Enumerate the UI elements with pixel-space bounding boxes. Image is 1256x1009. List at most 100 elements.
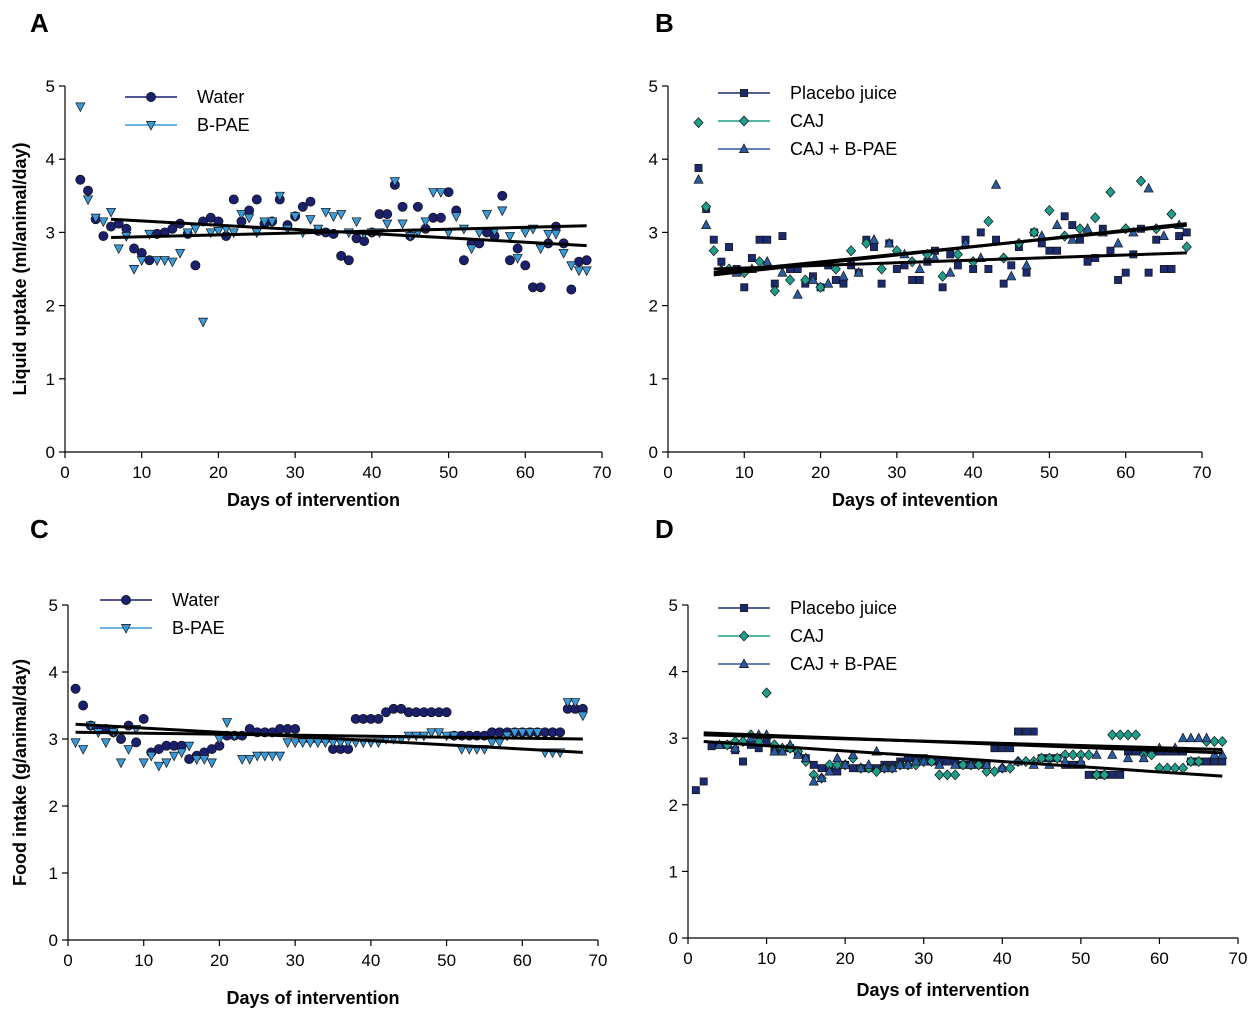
x-tick-label: 20 [811, 463, 830, 482]
data-point [953, 261, 962, 270]
data-point [747, 254, 756, 262]
data-point [1114, 276, 1123, 284]
data-point [128, 265, 140, 275]
x-tick-label: 20 [836, 949, 855, 968]
data-point [887, 762, 898, 773]
data-point [1130, 729, 1141, 741]
x-tick-label: 40 [964, 463, 983, 482]
data-point [237, 755, 248, 765]
x-tick-label: 40 [993, 949, 1012, 968]
data-point [182, 228, 193, 239]
data-point [1082, 222, 1093, 233]
data-point [297, 201, 308, 212]
data-point [1090, 212, 1101, 224]
x-tick-label: 50 [1040, 463, 1059, 482]
trend-line [703, 740, 1223, 778]
data-point [1209, 749, 1220, 759]
x-tick-label: 10 [132, 463, 151, 482]
legend-marker [146, 92, 156, 102]
data-point [693, 117, 704, 129]
data-point [443, 187, 454, 198]
data-point [816, 772, 827, 783]
trend-line [713, 223, 1187, 275]
data-point [1107, 749, 1118, 759]
data-point [999, 279, 1008, 288]
data-point [176, 748, 187, 759]
x-tick-label: 0 [60, 463, 69, 482]
x-tick-label: 60 [516, 463, 535, 482]
data-point [934, 759, 945, 769]
data-point [1202, 757, 1211, 766]
data-point [502, 731, 513, 742]
data-point [100, 738, 111, 749]
data-point [251, 194, 262, 205]
data-point [926, 755, 937, 768]
data-point [517, 728, 528, 739]
data-point [420, 217, 431, 228]
data-point [290, 212, 301, 223]
data-point [877, 279, 886, 288]
data-point [320, 738, 331, 749]
data-point [90, 213, 101, 224]
panel-letter: D [655, 514, 674, 544]
data-point [566, 261, 577, 272]
data-point [504, 255, 515, 266]
data-point [942, 769, 953, 781]
data-point [784, 274, 796, 286]
data-point [946, 250, 955, 259]
data-point [558, 248, 569, 259]
data-point [328, 212, 339, 223]
legend-label: B-PAE [197, 115, 250, 135]
x-tick-label: 50 [439, 463, 458, 482]
data-point [1021, 727, 1030, 736]
data-point [1159, 265, 1168, 273]
data-point [129, 243, 139, 254]
data-point [840, 759, 851, 769]
data-point [1084, 770, 1093, 779]
y-tick-label: 1 [49, 864, 58, 883]
data-point [481, 210, 493, 220]
panel-letter: B [655, 8, 674, 38]
data-point [830, 263, 841, 275]
data-point [730, 742, 741, 753]
data-point [838, 270, 849, 281]
trend-line [75, 730, 583, 741]
data-point [78, 745, 89, 755]
data-point [70, 738, 81, 749]
data-point [1185, 732, 1196, 743]
y-tick-label: 3 [649, 223, 658, 242]
data-point [1105, 186, 1116, 198]
data-point [98, 231, 109, 242]
data-point [1122, 729, 1134, 741]
data-point [1007, 261, 1016, 270]
y-tick-label: 1 [46, 370, 55, 389]
data-point [428, 188, 439, 198]
data-point [1075, 755, 1086, 766]
data-point [809, 760, 818, 769]
y-tick-label: 5 [669, 596, 678, 615]
data-point [832, 752, 843, 763]
series-triangle-down [75, 102, 592, 328]
data-point [138, 758, 149, 769]
data-point [290, 724, 301, 734]
data-point [1177, 732, 1189, 743]
y-tick-label: 3 [46, 223, 55, 242]
data-point [1099, 769, 1110, 781]
y-tick-label: 5 [649, 77, 658, 96]
data-point [512, 254, 523, 264]
data-point [336, 210, 347, 220]
data-point [373, 713, 384, 724]
data-point [426, 728, 437, 739]
data-point [1091, 769, 1102, 781]
legend-label: B-PAE [172, 618, 225, 638]
data-point [577, 711, 588, 722]
data-point [532, 728, 543, 739]
y-tick-label: 1 [649, 370, 658, 389]
data-point [1021, 259, 1032, 270]
trend-line [75, 722, 583, 754]
data-point [581, 255, 592, 266]
data-point [876, 263, 887, 275]
data-point [1201, 732, 1212, 743]
